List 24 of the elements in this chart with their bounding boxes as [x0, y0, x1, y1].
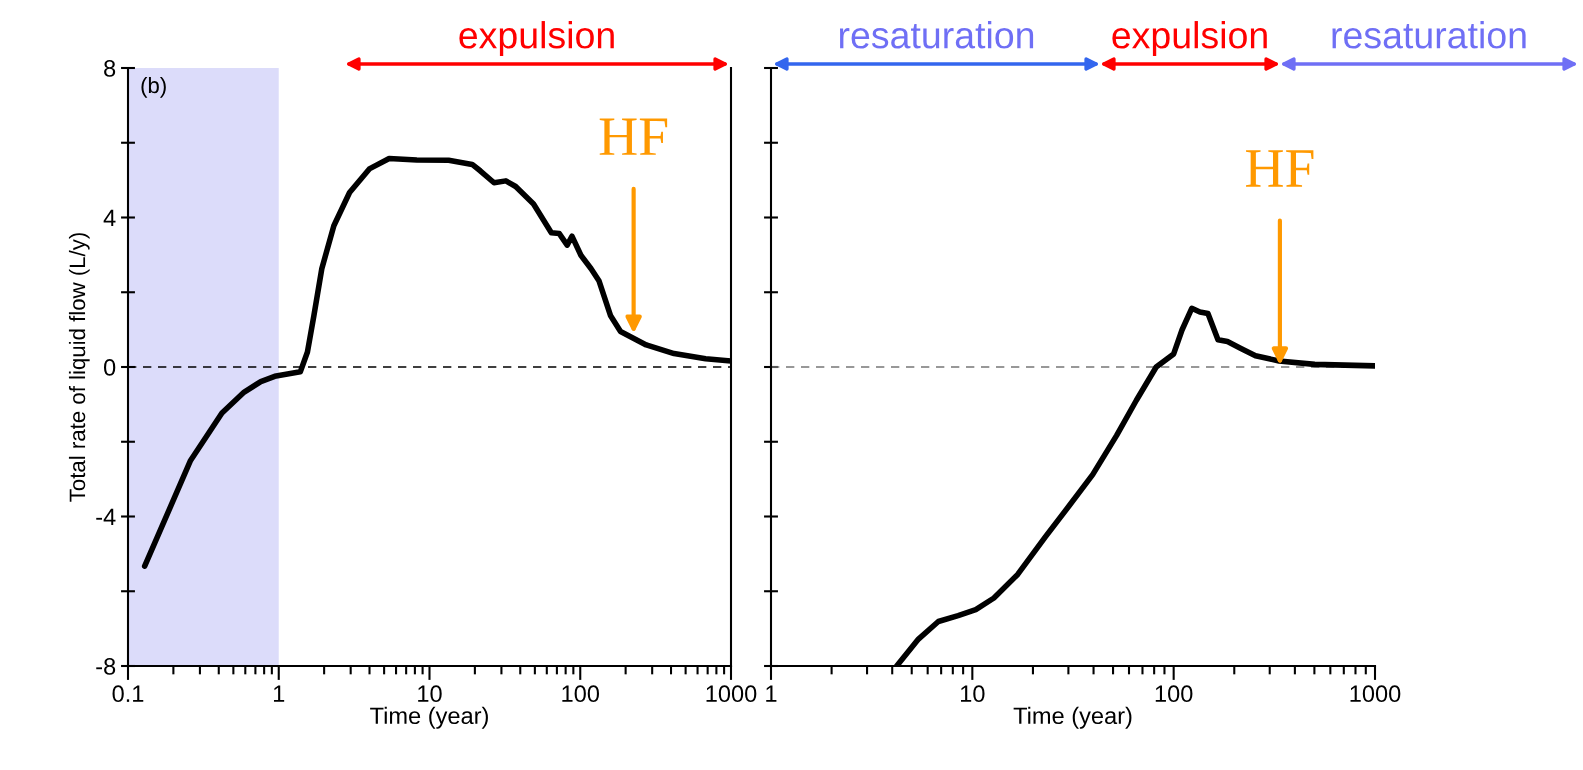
x-tick-label: 1000: [706, 685, 757, 703]
annotation: (b): [141, 76, 166, 98]
x-tick-label: 100: [1155, 685, 1193, 703]
y-tick-label: -4: [96, 508, 116, 526]
x-tick-label: 100: [562, 685, 600, 703]
y-tick-label: -8: [96, 658, 116, 675]
annotation: HF: [1245, 150, 1314, 187]
x-tick-label: 1: [273, 685, 285, 702]
x-axis-title: Time (year): [370, 706, 488, 729]
x-tick-label: 1: [766, 685, 777, 702]
y-tick-label: 0: [103, 359, 116, 376]
x-tick-label: 10: [418, 685, 442, 703]
text: expulsion: [1112, 21, 1267, 56]
y-axis-title: Total rate of liquid flow (L/y): [68, 233, 90, 502]
text: expulsion: [459, 21, 614, 56]
y-tick-label: 8: [104, 60, 116, 77]
x-tick-label: 1000: [1350, 685, 1401, 703]
x-tick-label: 0.1: [112, 685, 144, 703]
x-axis-title: Time (year): [1013, 706, 1132, 729]
y-tick-label: 4: [103, 209, 116, 227]
annotation: HF: [599, 118, 668, 155]
text: resaturation: [839, 21, 1034, 49]
x-tick-label: 10: [961, 685, 985, 703]
text: resaturation: [1332, 21, 1526, 49]
